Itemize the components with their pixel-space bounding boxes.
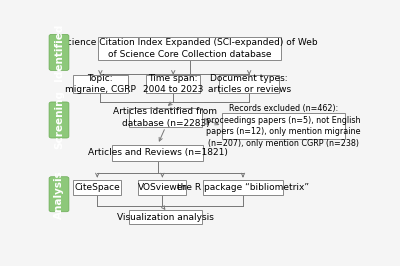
Text: VOSviewer: VOSviewer	[138, 183, 187, 192]
FancyBboxPatch shape	[204, 180, 282, 195]
FancyBboxPatch shape	[146, 75, 200, 93]
Text: Articles identified from
database (n=2283): Articles identified from database (n=228…	[114, 107, 218, 128]
FancyBboxPatch shape	[49, 102, 69, 138]
FancyBboxPatch shape	[222, 113, 344, 139]
Text: the R package “bibliometrix”: the R package “bibliometrix”	[177, 183, 309, 192]
FancyBboxPatch shape	[138, 180, 186, 195]
Text: Analysis: Analysis	[54, 170, 64, 219]
FancyBboxPatch shape	[219, 75, 279, 93]
FancyBboxPatch shape	[49, 34, 69, 70]
Text: Time span:
2004 to 2023: Time span: 2004 to 2023	[143, 74, 204, 94]
Text: Screening: Screening	[54, 90, 64, 149]
Text: Document types:
articles or reviews: Document types: articles or reviews	[208, 74, 291, 94]
Text: Identified: Identified	[54, 24, 64, 81]
Text: CiteSpace: CiteSpace	[74, 183, 120, 192]
FancyBboxPatch shape	[129, 210, 202, 225]
Text: Records excluded (n=462):
proceedings papers (n=5), not English
papers (n=12), o: Records excluded (n=462): proceedings pa…	[206, 105, 360, 148]
FancyBboxPatch shape	[73, 75, 128, 93]
Text: Articles and Reviews (n=1821): Articles and Reviews (n=1821)	[88, 148, 228, 157]
FancyBboxPatch shape	[98, 37, 281, 60]
FancyBboxPatch shape	[49, 177, 69, 212]
Text: Science Citation Index Expanded (SCI-expanded) of Web
of Science Core Collection: Science Citation Index Expanded (SCI-exp…	[61, 38, 318, 59]
FancyBboxPatch shape	[73, 180, 121, 195]
Text: Visualization analysis: Visualization analysis	[117, 213, 214, 222]
FancyBboxPatch shape	[129, 108, 202, 127]
Text: Topic:
migraine, CGRP: Topic: migraine, CGRP	[65, 74, 136, 94]
FancyBboxPatch shape	[112, 145, 204, 161]
